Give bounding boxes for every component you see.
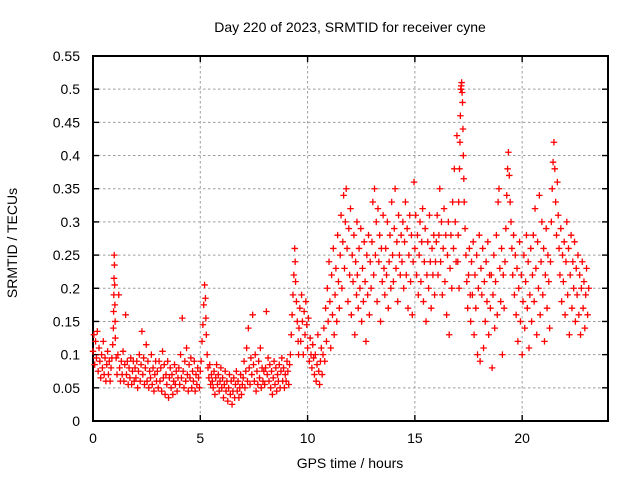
y-tick-label: 0 [72, 413, 80, 429]
y-tick-label: 0.4 [61, 148, 81, 164]
y-tick-label: 0.15 [53, 313, 80, 329]
x-tick-label: 15 [407, 430, 423, 446]
data-points-layer [89, 79, 592, 408]
x-tick-label: 20 [514, 430, 530, 446]
y-tick-label: 0.35 [53, 181, 80, 197]
y-tick-label: 0.25 [53, 247, 80, 263]
scatter-points [89, 79, 592, 408]
x-tick-label: 0 [89, 430, 97, 446]
y-tick-label: 0.55 [53, 48, 80, 64]
x-axis-title: GPS time / hours [297, 455, 404, 471]
tick-marks-layer [92, 55, 608, 422]
y-axis-title: SRMTID / TECUs [4, 188, 20, 298]
plot-border [92, 55, 609, 422]
x-tick-label: 10 [300, 430, 316, 446]
y-tick-label: 0.1 [61, 347, 81, 363]
chart-title: Day 220 of 2023, SRMTID for receiver cyn… [214, 19, 486, 35]
y-tick-label: 0.05 [53, 380, 80, 396]
y-tick-label: 0.45 [53, 114, 80, 130]
y-tick-label: 0.5 [61, 81, 81, 97]
y-tick-label: 0.3 [61, 214, 81, 230]
y-tick-label: 0.2 [61, 280, 81, 296]
x-tick-label: 5 [196, 430, 204, 446]
tick-labels-layer: 0 0.05 0.1 0.15 0.2 0.25 0.3 0.35 0.4 0.45 0.5 0.55… [53, 48, 530, 446]
